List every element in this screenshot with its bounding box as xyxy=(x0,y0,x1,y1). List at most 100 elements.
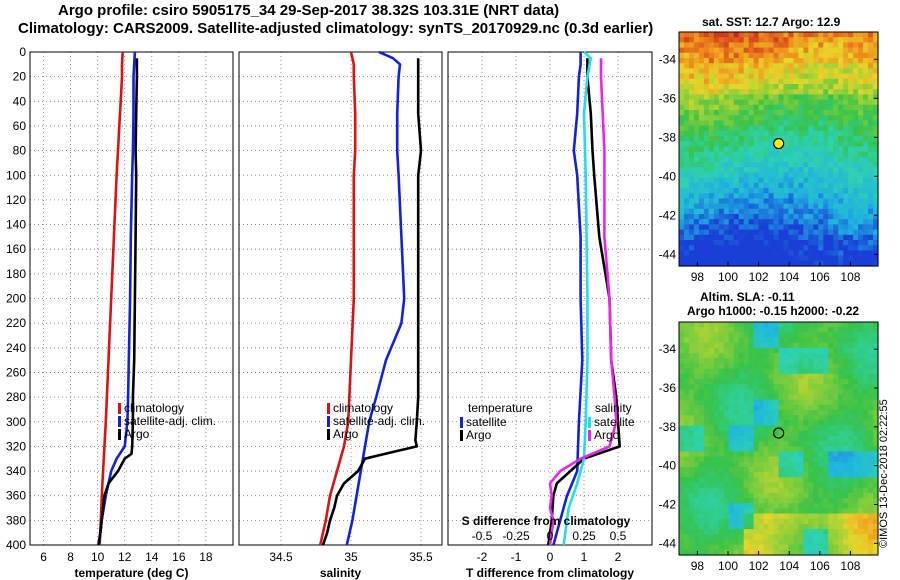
sla-map-cell xyxy=(733,549,740,556)
sst-map-cell xyxy=(858,156,864,163)
sla-map-cell xyxy=(679,332,685,339)
y-tick-label: 0 xyxy=(19,45,26,59)
sla-map-cell xyxy=(768,539,775,546)
sst-map-cell xyxy=(688,219,695,225)
sla-map-cell xyxy=(828,358,834,365)
sst-map-cell xyxy=(813,125,819,132)
sla-map-cell xyxy=(863,534,869,541)
sst-map-cell xyxy=(813,156,819,163)
sst-map-cell xyxy=(683,141,690,147)
sst-map-cell xyxy=(679,208,685,215)
sst-map-cell xyxy=(868,151,874,158)
sst-map-cell xyxy=(808,156,814,163)
sst-map-cell xyxy=(773,52,780,59)
sla-map-cell xyxy=(768,332,775,339)
sla-map-cell xyxy=(813,513,819,520)
sla-map-cell xyxy=(688,534,695,541)
sst-map-cell xyxy=(703,58,710,64)
sla-map-cell xyxy=(683,518,690,525)
sla-map-cell xyxy=(738,513,745,520)
sst-map-cell xyxy=(698,240,705,246)
sst-map-cell xyxy=(783,104,790,111)
sst-map-cell xyxy=(818,193,824,199)
sst-map-cell xyxy=(803,68,809,75)
sst-map-cell xyxy=(738,198,745,205)
sst-map-cell xyxy=(798,203,804,210)
sla-map-cell xyxy=(743,498,750,504)
sst-map-cell xyxy=(873,47,879,54)
sla-map-cell xyxy=(698,373,705,380)
sla-map-cell xyxy=(863,404,869,411)
sst-map-cell xyxy=(798,156,804,163)
sla-map-cell xyxy=(793,430,799,437)
sst-map-cell xyxy=(833,240,839,246)
sst-map-cell xyxy=(738,151,745,158)
sla-map-cell xyxy=(738,461,745,468)
sst-map-cell xyxy=(688,146,695,153)
sst-map-cell xyxy=(783,177,790,184)
sst-map-cell xyxy=(713,177,720,184)
sla-map-cell xyxy=(788,523,795,530)
sla-map-cell xyxy=(828,363,834,370)
sst-map-cell xyxy=(853,141,859,147)
sst-map-cell xyxy=(683,125,690,132)
sla-map-cell xyxy=(798,518,804,525)
sst-map-cell xyxy=(828,42,834,49)
sla-map-cell xyxy=(718,322,725,328)
sst-map-cell xyxy=(683,177,690,184)
sst-map-cell xyxy=(773,58,780,64)
sst-map-cell xyxy=(753,141,760,147)
sst-map-cell xyxy=(768,130,775,137)
sla-map-cell xyxy=(788,368,795,375)
sla-map-cell xyxy=(778,378,785,385)
sla-map-cell xyxy=(818,513,824,520)
sla-map-cell xyxy=(793,389,799,396)
sla-map-cell xyxy=(798,399,804,406)
sst-map-cell xyxy=(823,84,829,90)
sst-map-cell xyxy=(823,172,829,179)
sla-map-cell xyxy=(808,425,814,432)
sla-map-cell xyxy=(718,487,725,494)
sst-map-cell xyxy=(838,177,844,184)
sst-map-cell xyxy=(728,255,735,262)
sst-map-cell xyxy=(803,136,809,142)
sst-map-cell xyxy=(683,37,690,43)
sla-map-cell xyxy=(708,451,715,458)
sst-map-cell xyxy=(768,156,775,163)
sla-map-cell xyxy=(873,435,879,442)
sst-map-cell xyxy=(808,94,814,101)
sst-map-cell xyxy=(738,214,745,220)
sla-map-cell xyxy=(793,508,799,515)
sst-map-cell xyxy=(728,260,735,267)
sla-map-cell xyxy=(733,472,740,478)
sla-map-cell xyxy=(803,498,809,504)
sst-map-cell xyxy=(793,37,799,43)
sst-map-cell xyxy=(718,219,725,225)
sst-map-cell xyxy=(828,193,834,199)
sst-map-cell xyxy=(863,198,869,205)
sla-map-cell xyxy=(833,544,839,551)
sla-map-cell xyxy=(853,508,859,515)
sla-map-cell xyxy=(863,451,869,458)
sla-map-cell xyxy=(763,399,770,406)
sla-map-cell xyxy=(858,472,864,478)
sla-map-cell xyxy=(788,410,795,416)
sst-map-cell xyxy=(793,136,799,142)
sla-map-cell xyxy=(698,534,705,541)
sla-map-cell xyxy=(798,549,804,556)
sst-map-cell xyxy=(788,32,795,38)
sst-map-cell xyxy=(738,32,745,38)
sla-map-cell xyxy=(733,534,740,541)
sst-map-cell xyxy=(753,52,760,59)
sla-map-cell xyxy=(698,342,705,349)
sla-map-cell xyxy=(868,539,874,546)
diff-salinity-legend-label: satellite xyxy=(594,415,635,429)
sla-map-cell xyxy=(698,461,705,468)
sst-map-cell xyxy=(778,99,785,106)
sst-map-cell xyxy=(743,245,750,251)
sst-map-cell xyxy=(763,42,770,49)
sst-map-cell xyxy=(733,58,740,64)
sst-map-cell xyxy=(753,84,760,90)
sla-map-cell xyxy=(698,394,705,401)
sst-map-cell xyxy=(723,229,730,236)
